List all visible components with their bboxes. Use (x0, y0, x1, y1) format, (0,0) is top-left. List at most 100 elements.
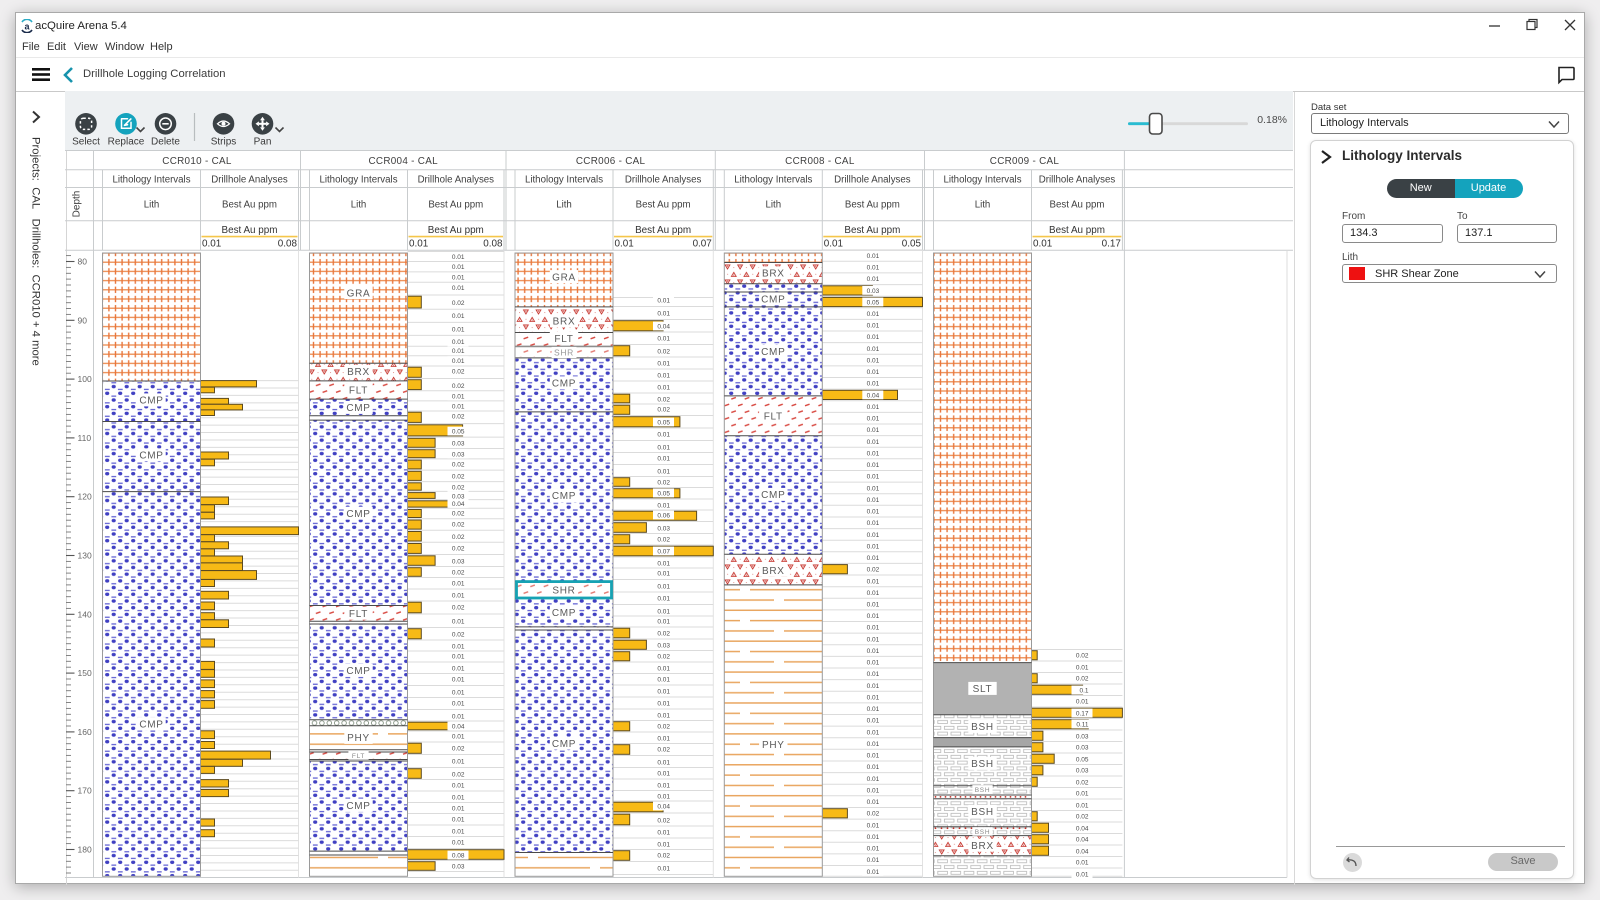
svg-text:CMP: CMP (552, 739, 576, 750)
svg-text:0.01: 0.01 (867, 578, 880, 585)
svg-text:BRX: BRX (762, 566, 785, 577)
svg-text:0.01: 0.01 (452, 665, 465, 672)
svg-text:0.01: 0.01 (657, 310, 670, 317)
svg-text:FLT: FLT (352, 753, 365, 760)
svg-text:0.02: 0.02 (657, 348, 670, 355)
svg-text:0.01: 0.01 (452, 326, 465, 333)
svg-text:0.01: 0.01 (867, 602, 880, 609)
svg-text:0.01: 0.01 (867, 822, 880, 829)
svg-text:0.01: 0.01 (657, 676, 670, 683)
svg-text:FLT: FLT (349, 386, 368, 397)
svg-text:0.01: 0.01 (657, 502, 670, 509)
svg-text:PHY: PHY (347, 733, 370, 744)
svg-text:0.01: 0.01 (452, 393, 465, 400)
svg-text:0.01: 0.01 (657, 431, 670, 438)
svg-text:0.01: 0.01 (452, 828, 465, 835)
svg-text:0.01: 0.01 (657, 700, 670, 707)
svg-text:CMP: CMP (139, 396, 163, 407)
svg-text:0.01: 0.01 (657, 618, 670, 625)
svg-text:0.01: 0.01 (452, 274, 465, 281)
svg-text:0.01: 0.01 (657, 770, 670, 777)
svg-text:0.02: 0.02 (657, 852, 670, 859)
svg-text:0.03: 0.03 (452, 441, 465, 448)
svg-text:0.01: 0.01 (657, 782, 670, 789)
svg-text:0.01: 0.01 (452, 758, 465, 765)
svg-text:0.01: 0.01 (452, 313, 465, 320)
svg-text:0.01: 0.01 (867, 543, 880, 550)
svg-text:0.01: 0.01 (202, 239, 222, 250)
svg-text:0.04: 0.04 (657, 803, 670, 810)
svg-text:0.01: 0.01 (867, 648, 880, 655)
svg-text:0.01: 0.01 (1033, 239, 1053, 250)
svg-text:0.05: 0.05 (452, 429, 465, 436)
svg-text:0.02: 0.02 (452, 631, 465, 638)
svg-text:0.01: 0.01 (452, 254, 465, 261)
svg-text:Drillhole Analyses: Drillhole Analyses (834, 174, 911, 185)
svg-text:0.02: 0.02 (657, 479, 670, 486)
svg-text:0.01: 0.01 (1076, 790, 1089, 797)
svg-text:0.05: 0.05 (657, 419, 670, 426)
svg-text:0.04: 0.04 (657, 323, 670, 330)
svg-text:0.01: 0.01 (452, 794, 465, 801)
svg-text:0.01: 0.01 (867, 311, 880, 318)
svg-text:0.01: 0.01 (452, 839, 465, 846)
svg-text:0.01: 0.01 (867, 706, 880, 713)
svg-text:0.01: 0.01 (657, 444, 670, 451)
svg-text:0.01: 0.01 (867, 776, 880, 783)
svg-text:0.01: 0.01 (867, 834, 880, 841)
svg-text:Lith: Lith (556, 200, 572, 211)
svg-text:0.01: 0.01 (452, 643, 465, 650)
svg-text:0.01: 0.01 (1076, 859, 1089, 866)
svg-text:Lithology Intervals: Lithology Intervals (112, 174, 190, 185)
svg-text:0.08: 0.08 (483, 239, 503, 250)
svg-text:0.01: 0.01 (452, 733, 465, 740)
svg-text:FLT: FLT (349, 609, 368, 620)
svg-text:0.01: 0.01 (657, 560, 670, 567)
svg-text:BRX: BRX (971, 841, 994, 852)
svg-text:0.01: 0.01 (867, 427, 880, 434)
svg-text:0.01: 0.01 (452, 339, 465, 346)
svg-text:0.01: 0.01 (867, 265, 880, 272)
svg-text:0.01: 0.01 (657, 608, 670, 615)
svg-text:CMP: CMP (761, 347, 785, 358)
svg-text:0.01: 0.01 (657, 665, 670, 672)
svg-text:Best Au ppm: Best Au ppm (636, 200, 691, 211)
svg-text:0.01: 0.01 (867, 625, 880, 632)
svg-text:BSH: BSH (975, 787, 990, 794)
svg-text:Best Au ppm: Best Au ppm (428, 200, 483, 211)
svg-text:CMP: CMP (552, 608, 576, 619)
svg-text:BSH: BSH (971, 807, 994, 818)
svg-text:BRX: BRX (347, 367, 370, 378)
svg-text:0.02: 0.02 (657, 817, 670, 824)
svg-text:0.05: 0.05 (1076, 756, 1089, 763)
svg-text:0.08: 0.08 (452, 852, 465, 859)
svg-text:0.01: 0.01 (657, 759, 670, 766)
svg-text:0.04: 0.04 (1076, 848, 1089, 855)
svg-text:0.02: 0.02 (452, 569, 465, 576)
svg-text:Drillhole Analyses: Drillhole Analyses (211, 174, 288, 185)
svg-text:Best Au ppm: Best Au ppm (222, 225, 278, 236)
svg-text:Strips: Strips (211, 137, 237, 148)
svg-text:Lith: Lith (351, 200, 367, 211)
svg-text:0.01: 0.01 (867, 450, 880, 457)
svg-text:CMP: CMP (346, 801, 370, 812)
svg-text:0.01: 0.01 (867, 532, 880, 539)
svg-text:0.01: 0.01 (867, 462, 880, 469)
svg-text:GRA: GRA (347, 288, 371, 299)
svg-text:0.01: 0.01 (452, 348, 465, 355)
svg-text:0.01: 0.01 (867, 276, 880, 283)
svg-text:GRA: GRA (552, 272, 576, 283)
svg-text:0.01: 0.01 (657, 468, 670, 475)
svg-text:80: 80 (78, 257, 88, 267)
svg-text:CMP: CMP (552, 379, 576, 390)
svg-text:0.03: 0.03 (452, 451, 465, 458)
svg-text:0.03: 0.03 (1076, 767, 1089, 774)
svg-text:0.07: 0.07 (657, 548, 670, 555)
svg-text:Best Au ppm: Best Au ppm (635, 225, 691, 236)
svg-text:0.01: 0.01 (657, 841, 670, 848)
svg-text:0.01: 0.01 (1076, 871, 1089, 878)
svg-text:0.01: 0.01 (657, 793, 670, 800)
svg-text:0.01: 0.01 (452, 618, 465, 625)
svg-text:CMP: CMP (139, 451, 163, 462)
svg-text:0.02: 0.02 (452, 461, 465, 468)
